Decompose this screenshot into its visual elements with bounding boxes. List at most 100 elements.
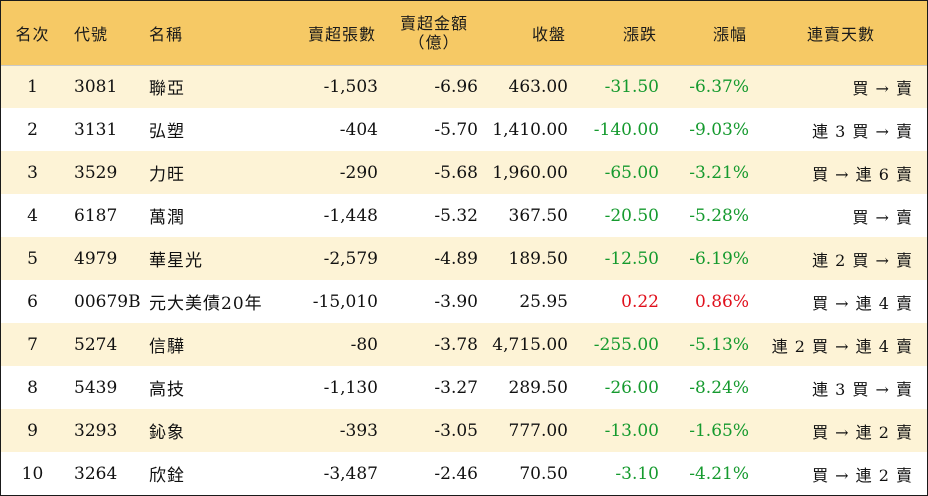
rank-cell: 3 bbox=[27, 162, 38, 183]
header-sell-amount: 賣超金額 （億） bbox=[384, 1, 484, 66]
close-price-cell: 367.50 bbox=[508, 205, 568, 226]
change-pct-cell: -3.21% bbox=[689, 162, 749, 183]
table-body: 1 3081 聯亞 -1,503 -6.96 463.00 -31.50 -6.37% 買 → … bbox=[1, 65, 927, 495]
code-cell: 3264 bbox=[74, 463, 118, 484]
change-cell: -140.00 bbox=[593, 119, 659, 140]
table-row: 3 3529 力旺 -290 -5.68 1,960.00 -65.00 -3.21% 買 → … bbox=[1, 151, 927, 194]
sell-amount-cell: -4.89 bbox=[434, 248, 478, 269]
rank-cell: 9 bbox=[27, 420, 38, 441]
sell-amount-cell: -3.05 bbox=[434, 420, 478, 441]
table-header-row: 名次 代號 名稱 賣超張數 賣超金額 （億） 收盤 漲跌 漲幅 連賣天數 bbox=[1, 1, 927, 66]
table-row: 2 3131 弘塑 -404 -5.70 1,410.00 -140.00 -9.03% 連 3… bbox=[1, 108, 927, 151]
header-sell-lots: 賣超張數 bbox=[285, 1, 384, 66]
change-pct-cell: -6.19% bbox=[689, 248, 749, 269]
close-price-cell: 289.50 bbox=[508, 377, 568, 398]
change-cell: -26.00 bbox=[604, 377, 659, 398]
close-price-cell: 70.50 bbox=[519, 463, 568, 484]
sell-amount-cell: -5.70 bbox=[434, 119, 478, 140]
sell-amount-cell: -2.46 bbox=[434, 463, 478, 484]
name-cell: 欣銓 bbox=[149, 466, 185, 486]
streak-cell: 連 3 買 → 賣 bbox=[812, 379, 913, 399]
rank-cell: 7 bbox=[27, 334, 38, 355]
rank-cell: 2 bbox=[27, 119, 38, 140]
sell-lots-cell: -15,010 bbox=[312, 291, 378, 312]
streak-cell: 買 → 賣 bbox=[852, 78, 913, 98]
rank-cell: 4 bbox=[27, 205, 38, 226]
close-price-cell: 189.50 bbox=[508, 248, 568, 269]
streak-cell: 買 → 賣 bbox=[852, 207, 913, 227]
sell-amount-cell: -5.68 bbox=[434, 162, 478, 183]
name-cell: 信驊 bbox=[149, 337, 185, 357]
sell-lots-cell: -290 bbox=[339, 162, 378, 183]
streak-cell: 連 3 買 → 賣 bbox=[812, 121, 913, 141]
close-price-cell: 1,410.00 bbox=[492, 119, 568, 140]
table-row: 7 5274 信驊 -80 -3.78 4,715.00 -255.00 -5.13% 連 2 … bbox=[1, 323, 927, 366]
change-cell: 0.22 bbox=[621, 291, 659, 312]
header-streak: 連賣天數 bbox=[755, 1, 927, 66]
code-cell: 3131 bbox=[74, 119, 118, 140]
sell-amount-cell: -3.78 bbox=[434, 334, 478, 355]
name-cell: 萬潤 bbox=[149, 208, 185, 228]
rank-cell: 6 bbox=[27, 291, 38, 312]
header-sell-amount-label: 賣超金額 bbox=[399, 13, 468, 33]
change-cell: -13.00 bbox=[604, 420, 659, 441]
change-pct-cell: -5.13% bbox=[689, 334, 749, 355]
change-pct-cell: -8.24% bbox=[689, 377, 749, 398]
header-close: 收盤 bbox=[484, 1, 574, 66]
change-cell: -65.00 bbox=[604, 162, 659, 183]
name-cell: 聯亞 bbox=[149, 79, 185, 100]
close-price-cell: 25.95 bbox=[519, 291, 568, 312]
table-row: 8 5439 高技 -1,130 -3.27 289.50 -26.00 -8.24% 連 3 … bbox=[1, 366, 927, 409]
close-price-cell: 777.00 bbox=[508, 420, 568, 441]
change-pct-cell: -9.03% bbox=[689, 119, 749, 140]
change-cell: -12.50 bbox=[604, 248, 659, 269]
code-cell: 00679B bbox=[74, 291, 141, 312]
sell-lots-cell: -1,130 bbox=[323, 377, 378, 398]
sell-lots-cell: -1,448 bbox=[323, 205, 378, 226]
code-cell: 5439 bbox=[74, 377, 118, 398]
code-cell: 5274 bbox=[74, 334, 118, 355]
streak-cell: 買 → 連 6 賣 bbox=[812, 164, 913, 184]
code-cell: 4979 bbox=[74, 248, 118, 269]
name-cell: 元大美債20年 bbox=[149, 294, 263, 314]
rank-cell: 8 bbox=[27, 377, 38, 398]
sell-lots-cell: -2,579 bbox=[323, 248, 378, 269]
change-pct-cell: 0.86% bbox=[694, 291, 749, 312]
table-row: 4 6187 萬潤 -1,448 -5.32 367.50 -20.50 -5.28% 買 → … bbox=[1, 194, 927, 237]
rank-cell: 1 bbox=[27, 76, 38, 97]
code-cell: 3293 bbox=[74, 420, 118, 441]
code-cell: 3529 bbox=[74, 162, 118, 183]
header-change-pct: 漲幅 bbox=[665, 1, 755, 66]
change-cell: -20.50 bbox=[604, 205, 659, 226]
name-cell: 鈊象 bbox=[149, 423, 185, 443]
sell-amount-cell: -3.90 bbox=[434, 291, 478, 312]
sell-lots-cell: -3,487 bbox=[323, 463, 378, 484]
header-rank: 名次 bbox=[1, 1, 64, 66]
header-sell-amount-unit: （億） bbox=[408, 32, 460, 52]
code-cell: 6187 bbox=[74, 205, 118, 226]
sell-lots-cell: -404 bbox=[339, 119, 378, 140]
header-name: 名稱 bbox=[145, 1, 285, 66]
sell-amount-cell: -6.96 bbox=[434, 76, 478, 97]
change-pct-cell: -4.21% bbox=[689, 463, 749, 484]
header-code: 代號 bbox=[64, 1, 145, 66]
table-row: 9 3293 鈊象 -393 -3.05 777.00 -13.00 -1.65% 買 → 連 … bbox=[1, 409, 927, 452]
sell-amount-cell: -3.27 bbox=[434, 377, 478, 398]
name-cell: 力旺 bbox=[149, 165, 185, 185]
streak-cell: 買 → 連 4 賣 bbox=[812, 293, 913, 313]
close-price-cell: 463.00 bbox=[508, 76, 568, 97]
rank-cell: 5 bbox=[27, 248, 38, 269]
change-pct-cell: -1.65% bbox=[689, 420, 749, 441]
name-cell: 華星光 bbox=[149, 251, 203, 271]
close-price-cell: 4,715.00 bbox=[492, 334, 568, 355]
name-cell: 弘塑 bbox=[149, 122, 185, 142]
streak-cell: 連 2 買 → 連 4 賣 bbox=[771, 336, 913, 356]
streak-cell: 買 → 連 2 賣 bbox=[812, 422, 913, 442]
sell-amount-cell: -5.32 bbox=[434, 205, 478, 226]
header-change: 漲跌 bbox=[574, 1, 665, 66]
streak-cell: 買 → 連 2 賣 bbox=[812, 465, 913, 485]
table-row: 5 4979 華星光 -2,579 -4.89 189.50 -12.50 -6.19% 連 2… bbox=[1, 237, 927, 280]
sell-lots-cell: -1,503 bbox=[323, 76, 378, 97]
sell-lots-cell: -393 bbox=[339, 420, 378, 441]
